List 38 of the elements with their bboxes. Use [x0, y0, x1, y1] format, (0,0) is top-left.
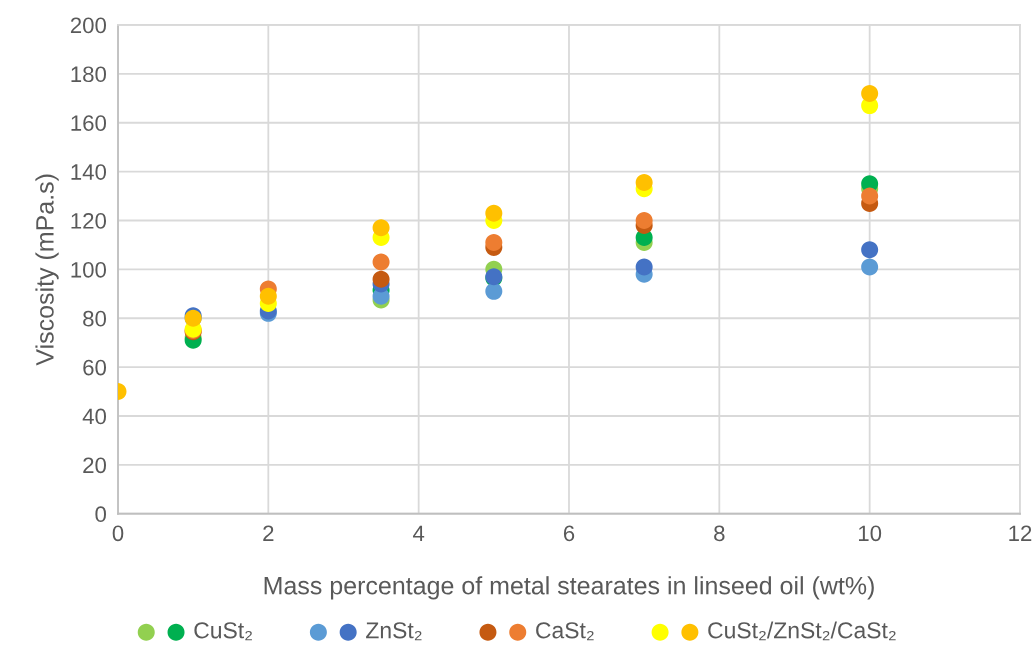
point: [861, 84, 879, 102]
point: [861, 241, 879, 259]
y-tick-label: 80: [83, 310, 107, 327]
point: [372, 270, 390, 288]
y-tick-label: 0: [95, 506, 107, 523]
x-tick-label: 10: [859, 525, 882, 542]
y-tick-label: 20: [83, 457, 107, 474]
x-axis-title: Mass percentage of metal stearates in linseed oil (wt%): [264, 576, 874, 600]
point: [372, 253, 390, 271]
x-tick-label: 4: [412, 525, 425, 541]
point: [485, 233, 503, 251]
y-tick-label: 140: [71, 164, 107, 180]
legend-label: CaSt₂: [536, 622, 594, 641]
y-tick-label: 40: [82, 408, 107, 425]
y-tick-label: 120: [71, 213, 107, 229]
x-tick-label: 12: [1009, 525, 1032, 541]
legend-label: CuSt₂/ZnSt₂/CaSt₂: [708, 621, 896, 641]
point: [635, 174, 653, 192]
y-tick-label: 200: [70, 17, 107, 34]
point: [861, 258, 879, 276]
y-tick-label: 160: [71, 115, 107, 131]
point: [861, 187, 879, 205]
x-tick-label: 6: [563, 525, 575, 542]
x-tick-label: 2: [263, 525, 274, 541]
point: [259, 287, 277, 305]
point: [635, 258, 653, 276]
y-tick-label: 60: [83, 359, 107, 376]
point: [635, 211, 653, 229]
point: [372, 219, 390, 237]
x-tick-label: 0: [112, 525, 124, 542]
y-axis-title: Viscosity (mPa.s): [35, 174, 59, 366]
x-tick-label: 8: [714, 525, 725, 542]
legend-label: CuSt₂: [194, 622, 252, 641]
y-tick-label: 180: [71, 66, 107, 83]
point: [485, 282, 503, 300]
y-tick-label: 100: [71, 261, 107, 278]
legend-label: ZnSt₂: [366, 622, 422, 641]
point: [485, 204, 503, 222]
